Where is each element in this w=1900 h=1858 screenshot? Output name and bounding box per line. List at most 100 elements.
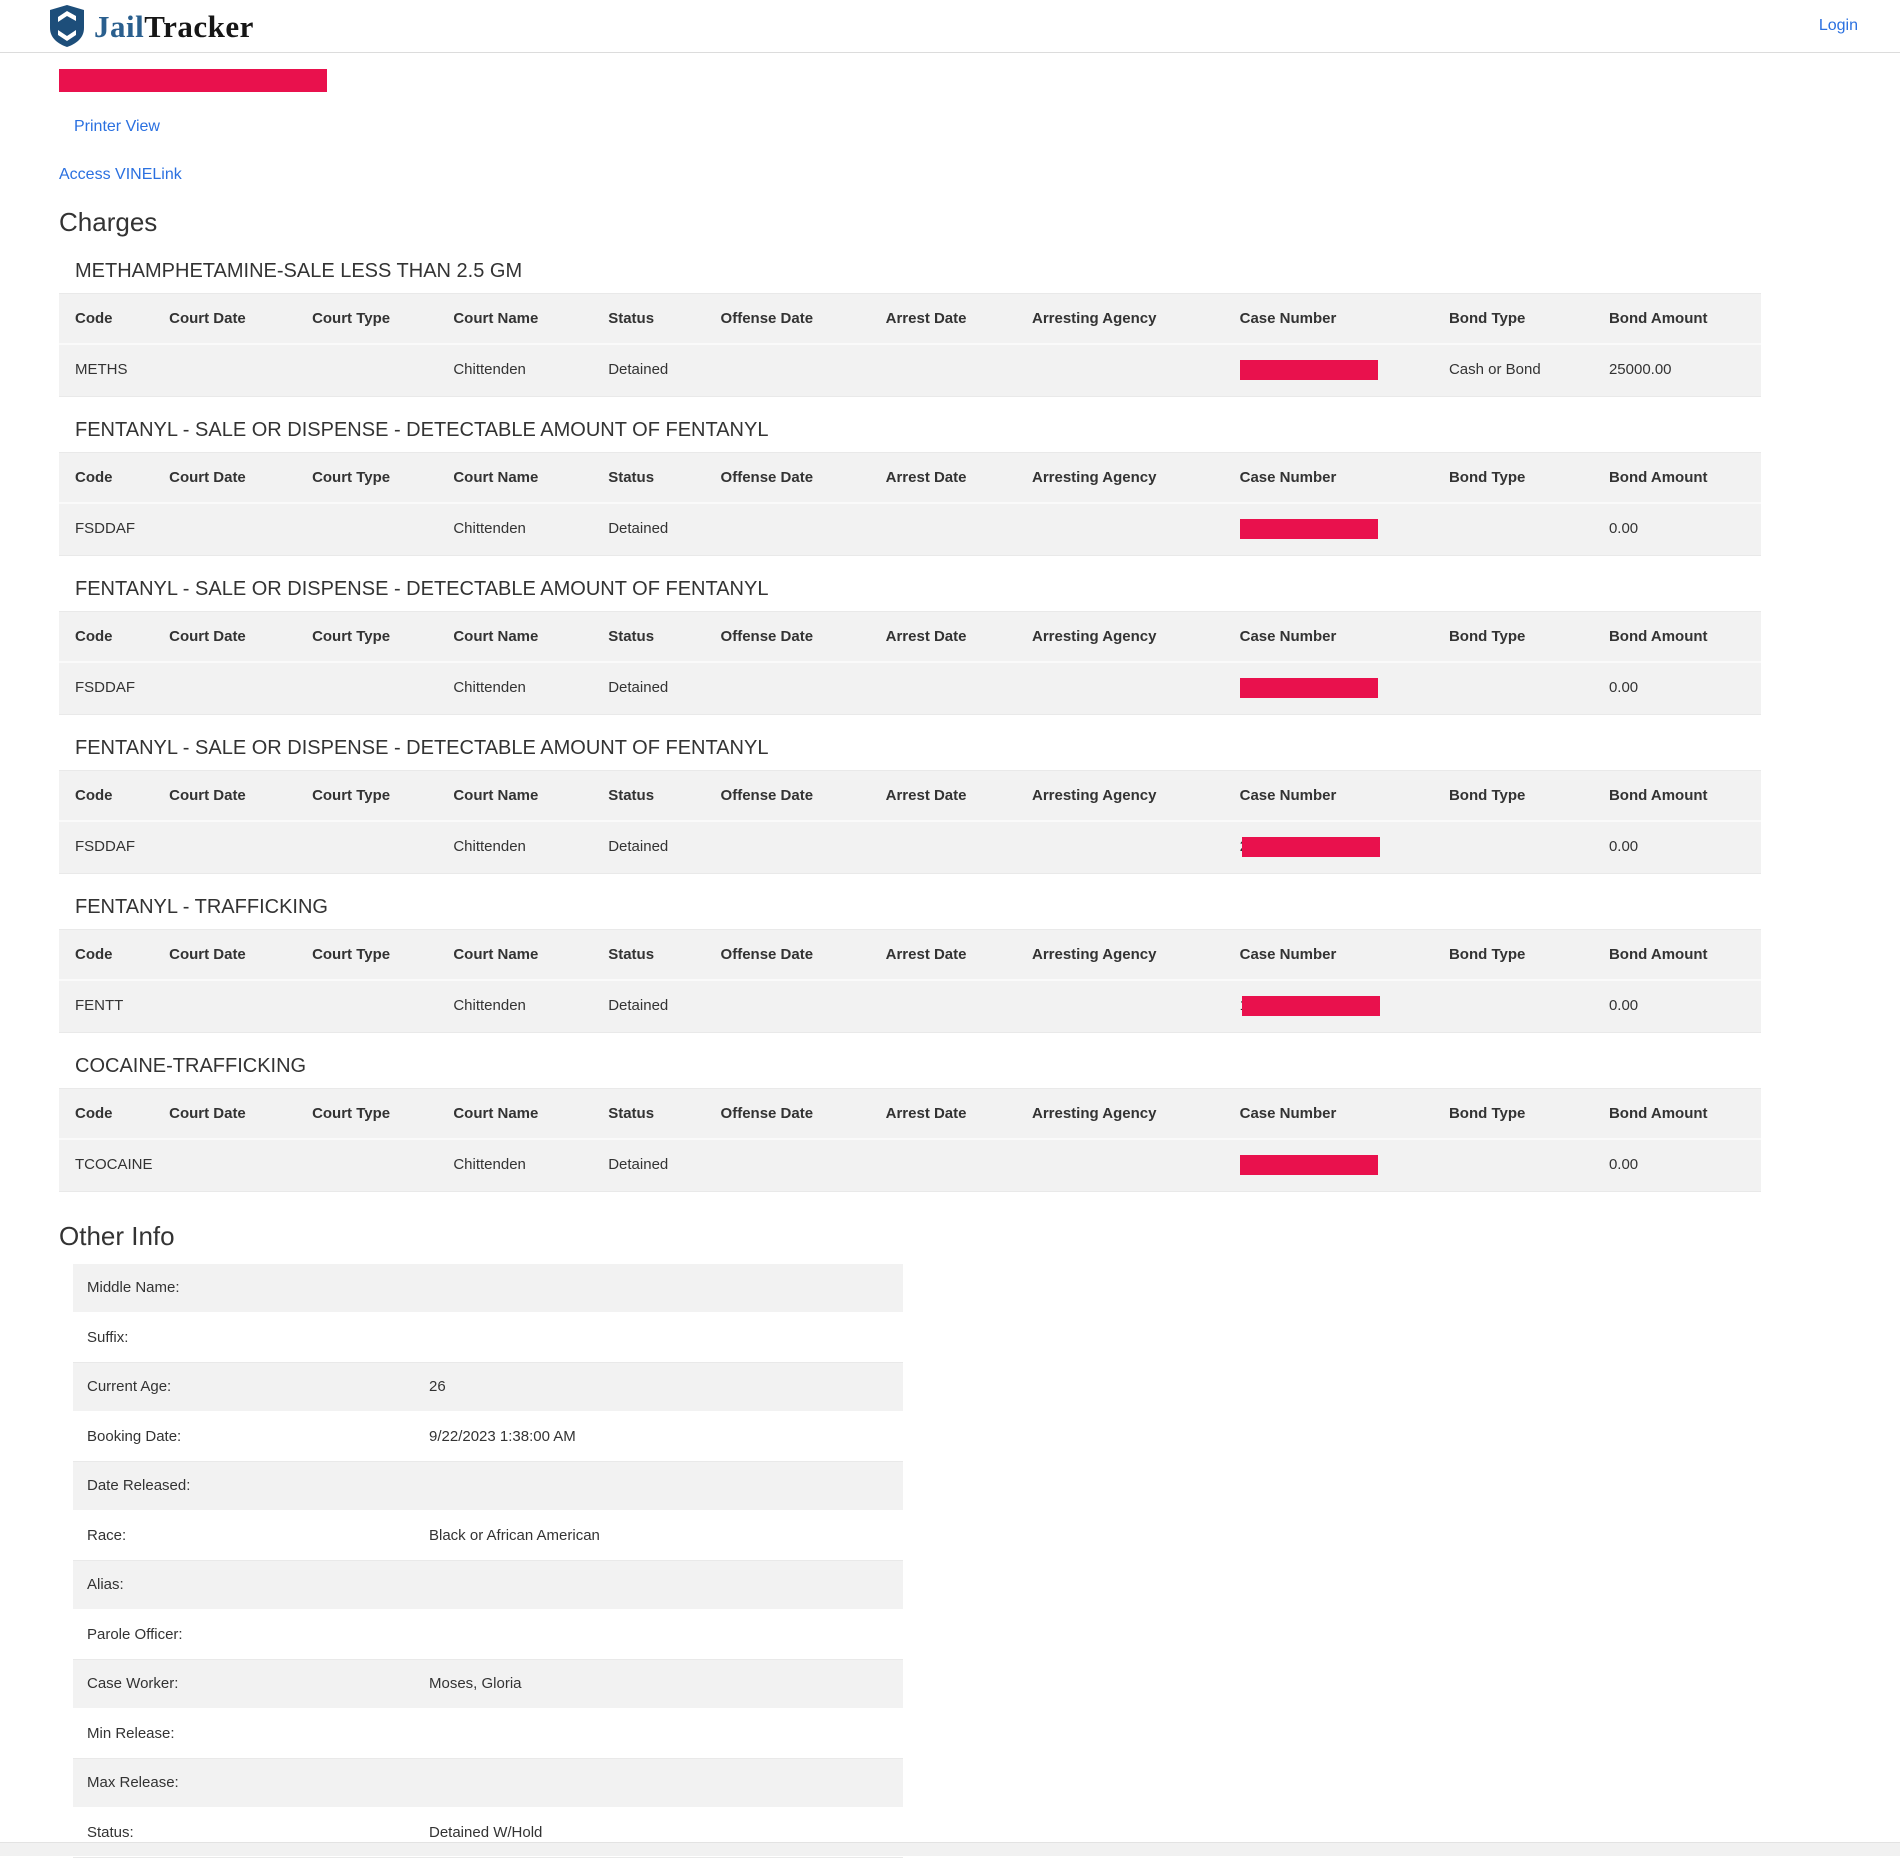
other-info-row: Date Released:	[73, 1461, 903, 1512]
column-header: Court Date	[161, 293, 305, 345]
table-row: FSDDAF Chittenden Detained 0.00	[59, 503, 1761, 556]
other-info-label: Current Age:	[73, 1362, 415, 1413]
column-header: Offense Date	[712, 770, 878, 822]
column-header: Court Name	[445, 293, 601, 345]
cell-arresting-agency	[1023, 344, 1232, 397]
cell-offense-date	[712, 503, 878, 556]
other-info-table: Middle Name: Suffix: Current Age: 26 Booking…	[73, 1263, 903, 1858]
cell-status: Detained	[600, 980, 713, 1033]
column-header: Court Date	[161, 611, 305, 663]
other-info-row: Middle Name:	[73, 1263, 903, 1314]
case-number-redaction-bar	[1241, 995, 1380, 1016]
cell-bond-amount: 0.00	[1600, 503, 1761, 556]
case-number-redaction-bar	[1239, 518, 1378, 539]
charge-title: FENTANYL - SALE OR DISPENSE - DETECTABLE…	[75, 577, 769, 600]
column-header: Arrest Date	[877, 611, 1024, 663]
cell-court-date	[161, 1139, 305, 1192]
other-info-label: Suffix:	[73, 1313, 415, 1363]
other-info-label: Case Worker:	[73, 1659, 415, 1710]
charge-section: FENTANYL - TRAFFICKING Code Court Date Cou…	[59, 896, 1761, 1033]
column-header: Bond Amount	[1600, 1088, 1761, 1140]
cell-status: Detained	[600, 344, 713, 397]
cell-court-type	[304, 503, 446, 556]
other-info-label: Middle Name:	[73, 1263, 415, 1314]
printer-view-link[interactable]: Printer View	[74, 118, 160, 135]
column-header: Case Number	[1231, 770, 1441, 822]
cell-court-name: Chittenden	[445, 821, 601, 874]
access-vinelink-link[interactable]: Access VINELink	[59, 166, 182, 183]
column-header: Court Date	[161, 1088, 305, 1140]
table-row: FSDDAF Chittenden Detained 0.00	[59, 662, 1761, 715]
login-link[interactable]: Login	[1818, 17, 1858, 34]
column-header: Court Type	[304, 452, 446, 504]
brand-word-jail: Jail	[94, 8, 145, 44]
cell-case-number	[1231, 662, 1441, 715]
other-info-value: 9/22/2023 1:38:00 AM	[415, 1412, 903, 1462]
table-row: TCOCAINE Chittenden Detained 0.00	[59, 1139, 1761, 1192]
other-info-value: Moses, Gloria	[415, 1659, 903, 1710]
cell-arresting-agency	[1023, 821, 1232, 874]
cell-bond-type	[1440, 821, 1601, 874]
cell-status: Detained	[600, 662, 713, 715]
column-header: Code	[59, 770, 162, 822]
table-row: METHS Chittenden Detained Cash or Bond 25000…	[59, 344, 1761, 397]
other-info-label: Max Release:	[73, 1758, 415, 1809]
column-header: Bond Amount	[1600, 452, 1761, 504]
other-info-value: Black or African American	[415, 1511, 903, 1561]
other-info-value	[415, 1560, 903, 1611]
column-header: Bond Type	[1440, 452, 1601, 504]
cell-code: FSDDAF	[59, 503, 162, 556]
column-header: Case Number	[1231, 611, 1441, 663]
charge-table: Code Court Date Court Type Court Name Status…	[59, 769, 1761, 874]
charge-table: Code Court Date Court Type Court Name Status…	[59, 451, 1761, 556]
charges-sections: METHAMPHETAMINE-SALE LESS THAN 2.5 GM Co…	[59, 260, 1761, 1192]
other-info-label: Booking Date:	[73, 1412, 415, 1462]
cell-court-name: Chittenden	[445, 503, 601, 556]
cell-arrest-date	[877, 821, 1024, 874]
column-header: Court Name	[445, 611, 601, 663]
cell-code: FENTT	[59, 980, 162, 1033]
table-header-row: Code Court Date Court Type Court Name Status…	[59, 293, 1761, 345]
column-header: Status	[600, 1088, 713, 1140]
column-header: Code	[59, 1088, 162, 1140]
charge-section: FENTANYL - SALE OR DISPENSE - DETECTABLE…	[59, 419, 1761, 556]
cell-arrest-date	[877, 980, 1024, 1033]
cell-offense-date	[712, 344, 878, 397]
table-header-row: Code Court Date Court Type Court Name Status…	[59, 770, 1761, 822]
column-header: Court Name	[445, 452, 601, 504]
cell-case-number	[1231, 1139, 1441, 1192]
cell-arrest-date	[877, 503, 1024, 556]
column-header: Bond Type	[1440, 1088, 1601, 1140]
cell-code: FSDDAF	[59, 662, 162, 715]
column-header: Code	[59, 452, 162, 504]
cell-bond-type	[1440, 662, 1601, 715]
other-info-value	[415, 1709, 903, 1759]
column-header: Code	[59, 611, 162, 663]
table-header-row: Code Court Date Court Type Court Name Status…	[59, 1088, 1761, 1140]
column-header: Case Number	[1231, 929, 1441, 981]
cell-arresting-agency	[1023, 980, 1232, 1033]
column-header: Arresting Agency	[1023, 929, 1232, 981]
column-header: Offense Date	[712, 452, 878, 504]
column-header: Bond Type	[1440, 770, 1601, 822]
charge-section: FENTANYL - SALE OR DISPENSE - DETECTABLE…	[59, 578, 1761, 715]
cell-court-date	[161, 980, 305, 1033]
other-info-row: Parole Officer:	[73, 1610, 903, 1660]
other-info-row: Booking Date: 9/22/2023 1:38:00 AM	[73, 1412, 903, 1462]
charge-title: METHAMPHETAMINE-SALE LESS THAN 2.5 GM	[75, 259, 523, 282]
cell-bond-type	[1440, 503, 1601, 556]
other-info-row: Suffix:	[73, 1313, 903, 1363]
cell-court-name: Chittenden	[445, 344, 601, 397]
jailtracker-shield-icon	[48, 4, 86, 48]
cell-court-date	[161, 503, 305, 556]
cell-code: FSDDAF	[59, 821, 162, 874]
charge-title: COCAINE-TRAFFICKING	[75, 1054, 307, 1077]
column-header: Arrest Date	[877, 929, 1024, 981]
charge-table: Code Court Date Court Type Court Name Status…	[59, 928, 1761, 1033]
other-info-row: Race: Black or African American	[73, 1511, 903, 1561]
cell-court-type	[304, 1139, 446, 1192]
column-header: Offense Date	[712, 293, 878, 345]
column-header: Offense Date	[712, 611, 878, 663]
column-header: Arrest Date	[877, 452, 1024, 504]
cell-status: Detained	[600, 1139, 713, 1192]
